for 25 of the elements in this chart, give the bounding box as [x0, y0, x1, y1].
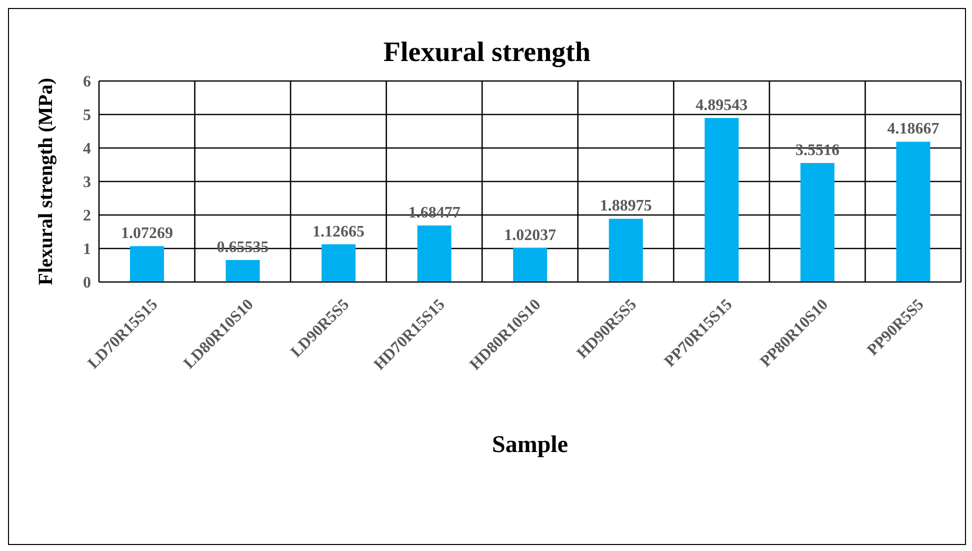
data-label: 4.18667: [887, 120, 940, 138]
data-label: 1.88975: [600, 198, 652, 215]
bar: [130, 246, 164, 282]
bar: [226, 260, 260, 282]
bar: [608, 218, 643, 282]
data-label: 4.89543: [696, 97, 748, 114]
bar: [322, 244, 356, 282]
y-tick-label: 4: [83, 140, 91, 158]
y-tick-label: 6: [83, 74, 91, 91]
chart-title: Flexural strength: [382, 37, 592, 69]
bar: [513, 248, 548, 282]
x-axis-title: Sample: [492, 432, 568, 458]
data-label: 1.12665: [312, 223, 365, 240]
y-tick-label: 5: [83, 107, 91, 124]
y-tick-label: 1: [83, 241, 91, 258]
bar: [800, 163, 834, 282]
y-tick-label: 2: [83, 208, 91, 225]
bar: [896, 142, 930, 282]
bar: [417, 226, 452, 282]
y-tick-label: 3: [83, 174, 91, 192]
data-label: 1.02037: [504, 226, 556, 244]
data-label: 1.07269: [121, 225, 173, 242]
y-tick-label: 0: [83, 274, 91, 292]
y-axis-title: Flexural strength (MPa): [35, 78, 58, 286]
bar: [704, 118, 739, 282]
